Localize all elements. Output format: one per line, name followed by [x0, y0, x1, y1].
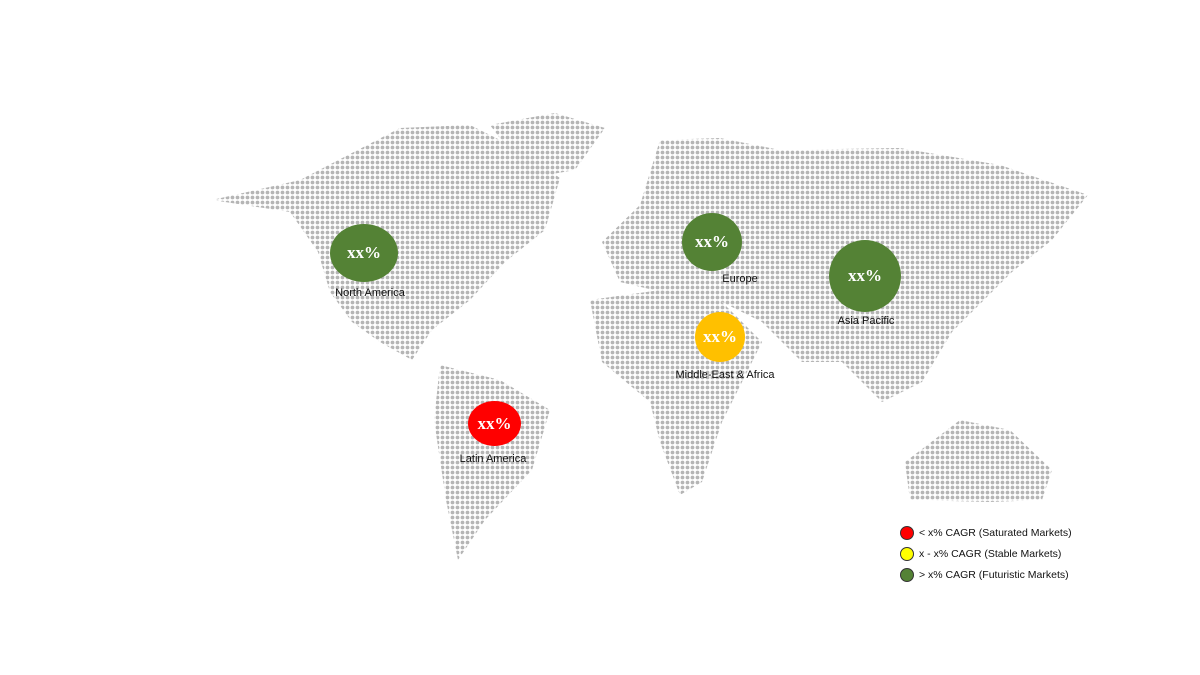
region-label-europe: Europe — [722, 273, 758, 285]
legend-label: x - x% CAGR (Stable Markets) — [919, 547, 1062, 560]
legend: < x% CAGR (Saturated Markets) x - x% CAG… — [900, 522, 1072, 585]
value-label: xx% — [347, 243, 381, 262]
region-label-north-america: North America — [335, 287, 405, 299]
legend-label: < x% CAGR (Saturated Markets) — [919, 526, 1072, 539]
legend-item-saturated: < x% CAGR (Saturated Markets) — [900, 522, 1072, 543]
bubble-latin-america: xx% — [468, 401, 521, 446]
value-label: xx% — [477, 413, 512, 433]
legend-swatch — [900, 546, 914, 561]
legend-item-stable: x - x% CAGR (Stable Markets) — [900, 543, 1072, 564]
bubble-middle-east-africa: xx% — [695, 312, 745, 362]
legend-swatch — [900, 525, 914, 540]
bubble-asia-pacific: xx% — [829, 240, 901, 312]
continent-greenland — [490, 113, 605, 178]
bubble-europe: xx% — [682, 213, 742, 271]
legend-item-futuristic: > x% CAGR (Futuristic Markets) — [900, 564, 1072, 585]
value-label: xx% — [848, 266, 882, 285]
value-label: xx% — [695, 232, 729, 251]
legend-swatch — [900, 567, 914, 582]
region-label-asia-pacific: Asia Pacific — [837, 315, 895, 327]
region-label-latin-america: Latin America — [459, 453, 527, 465]
continent-south-america — [434, 365, 550, 560]
bubble-north-america: xx% — [330, 224, 398, 282]
value-label: xx% — [703, 327, 737, 346]
continent-australia — [905, 420, 1052, 502]
region-label-middle-east-africa: Middle-East & Africa — [675, 369, 775, 381]
legend-label: > x% CAGR (Futuristic Markets) — [919, 568, 1069, 581]
